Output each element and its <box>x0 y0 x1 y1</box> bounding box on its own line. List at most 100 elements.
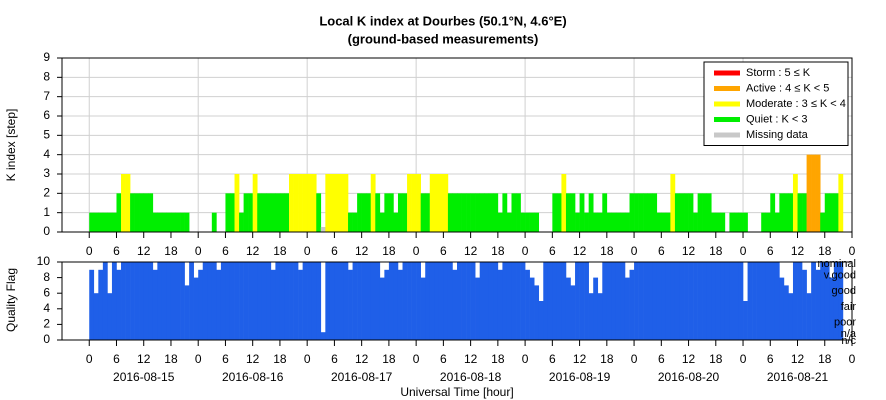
bar <box>466 262 471 340</box>
bar <box>588 193 594 232</box>
x-tick-label: 6 <box>222 352 229 366</box>
bar <box>157 212 163 232</box>
bar <box>820 212 826 232</box>
bar <box>134 193 140 232</box>
date-label: 2016-08-18 <box>440 370 502 384</box>
bar <box>375 262 381 340</box>
x-tick-label: 0 <box>413 244 420 258</box>
y-tick-label: 0 <box>43 224 50 238</box>
bar <box>298 174 303 232</box>
bar <box>811 154 816 232</box>
bar <box>420 193 426 232</box>
x-tick-label: 0 <box>740 244 747 258</box>
x-tick-label: 6 <box>440 244 447 258</box>
bar <box>711 212 717 232</box>
bar <box>175 212 181 232</box>
y-axis-label: K index [step] <box>4 109 18 182</box>
bar <box>620 212 626 232</box>
bar <box>143 262 149 340</box>
bar <box>724 262 730 340</box>
x-tick-label: 6 <box>767 352 774 366</box>
bar <box>275 193 281 232</box>
bar <box>665 262 671 340</box>
bar <box>561 174 567 232</box>
x-tick-label: 0 <box>631 352 638 366</box>
bar <box>102 262 108 340</box>
bar <box>116 269 122 340</box>
bar <box>597 212 603 232</box>
bar <box>234 262 240 340</box>
bar <box>170 212 176 232</box>
bar <box>593 212 599 232</box>
bar <box>116 193 122 232</box>
bar <box>684 193 689 232</box>
bar <box>529 277 535 340</box>
bar <box>307 174 313 232</box>
legend-label: Quiet : K < 3 <box>746 113 807 125</box>
bar <box>470 193 476 232</box>
date-label: 2016-08-20 <box>658 370 720 384</box>
x-tick-label: 0 <box>195 244 202 258</box>
bar <box>779 277 785 340</box>
bar <box>370 262 376 340</box>
bar <box>525 269 530 340</box>
bar <box>311 174 317 232</box>
bar <box>407 174 412 232</box>
bar <box>638 262 644 340</box>
bar <box>461 193 467 232</box>
bar <box>792 174 798 232</box>
bar <box>697 193 703 232</box>
bar <box>193 277 199 340</box>
bar <box>488 193 494 232</box>
bar <box>134 262 140 340</box>
bar <box>266 262 272 340</box>
bar <box>738 212 744 232</box>
date-label: 2016-08-16 <box>222 370 284 384</box>
legend-label: Active : 4 ≤ K < 5 <box>746 82 829 94</box>
bar <box>397 269 403 340</box>
bar <box>93 293 99 340</box>
bar <box>130 262 135 340</box>
bar <box>788 293 794 340</box>
bar <box>93 212 99 232</box>
x-tick-label: 6 <box>222 244 229 258</box>
x-tick-label: 18 <box>164 352 178 366</box>
x-tick-label: 12 <box>791 244 805 258</box>
bar <box>525 212 530 232</box>
bar <box>779 193 785 232</box>
x-tick-label: 18 <box>382 352 396 366</box>
x-tick-label: 18 <box>491 244 505 258</box>
bar <box>715 262 721 340</box>
legend-label: Storm : 5 ≤ K <box>746 67 811 79</box>
bar <box>284 193 290 232</box>
x-tick-label: 18 <box>600 244 614 258</box>
bar <box>388 193 394 232</box>
bar <box>774 262 780 340</box>
bar <box>466 193 471 232</box>
bar <box>788 193 794 232</box>
bar <box>216 269 222 340</box>
bar <box>484 262 490 340</box>
bar <box>452 269 458 340</box>
bar <box>220 262 226 340</box>
bar <box>438 262 444 340</box>
bar <box>393 212 399 232</box>
bar <box>529 212 535 232</box>
bar <box>343 174 349 232</box>
legend-label: Moderate : 3 ≤ K < 4 <box>746 98 846 110</box>
bar <box>765 262 771 340</box>
bar <box>261 262 267 340</box>
bar <box>738 262 744 340</box>
y-tick-label: 2 <box>43 317 50 331</box>
bar <box>802 269 807 340</box>
x-tick-label: 18 <box>818 244 832 258</box>
x-tick-label: 6 <box>658 352 665 366</box>
x-tick-label: 18 <box>382 244 396 258</box>
flag-label: n/c <box>841 335 856 347</box>
bar <box>643 193 648 232</box>
bar <box>506 212 512 232</box>
bar <box>493 262 499 340</box>
bar <box>729 262 735 340</box>
x-tick-label: 6 <box>331 352 338 366</box>
bar <box>234 174 240 232</box>
